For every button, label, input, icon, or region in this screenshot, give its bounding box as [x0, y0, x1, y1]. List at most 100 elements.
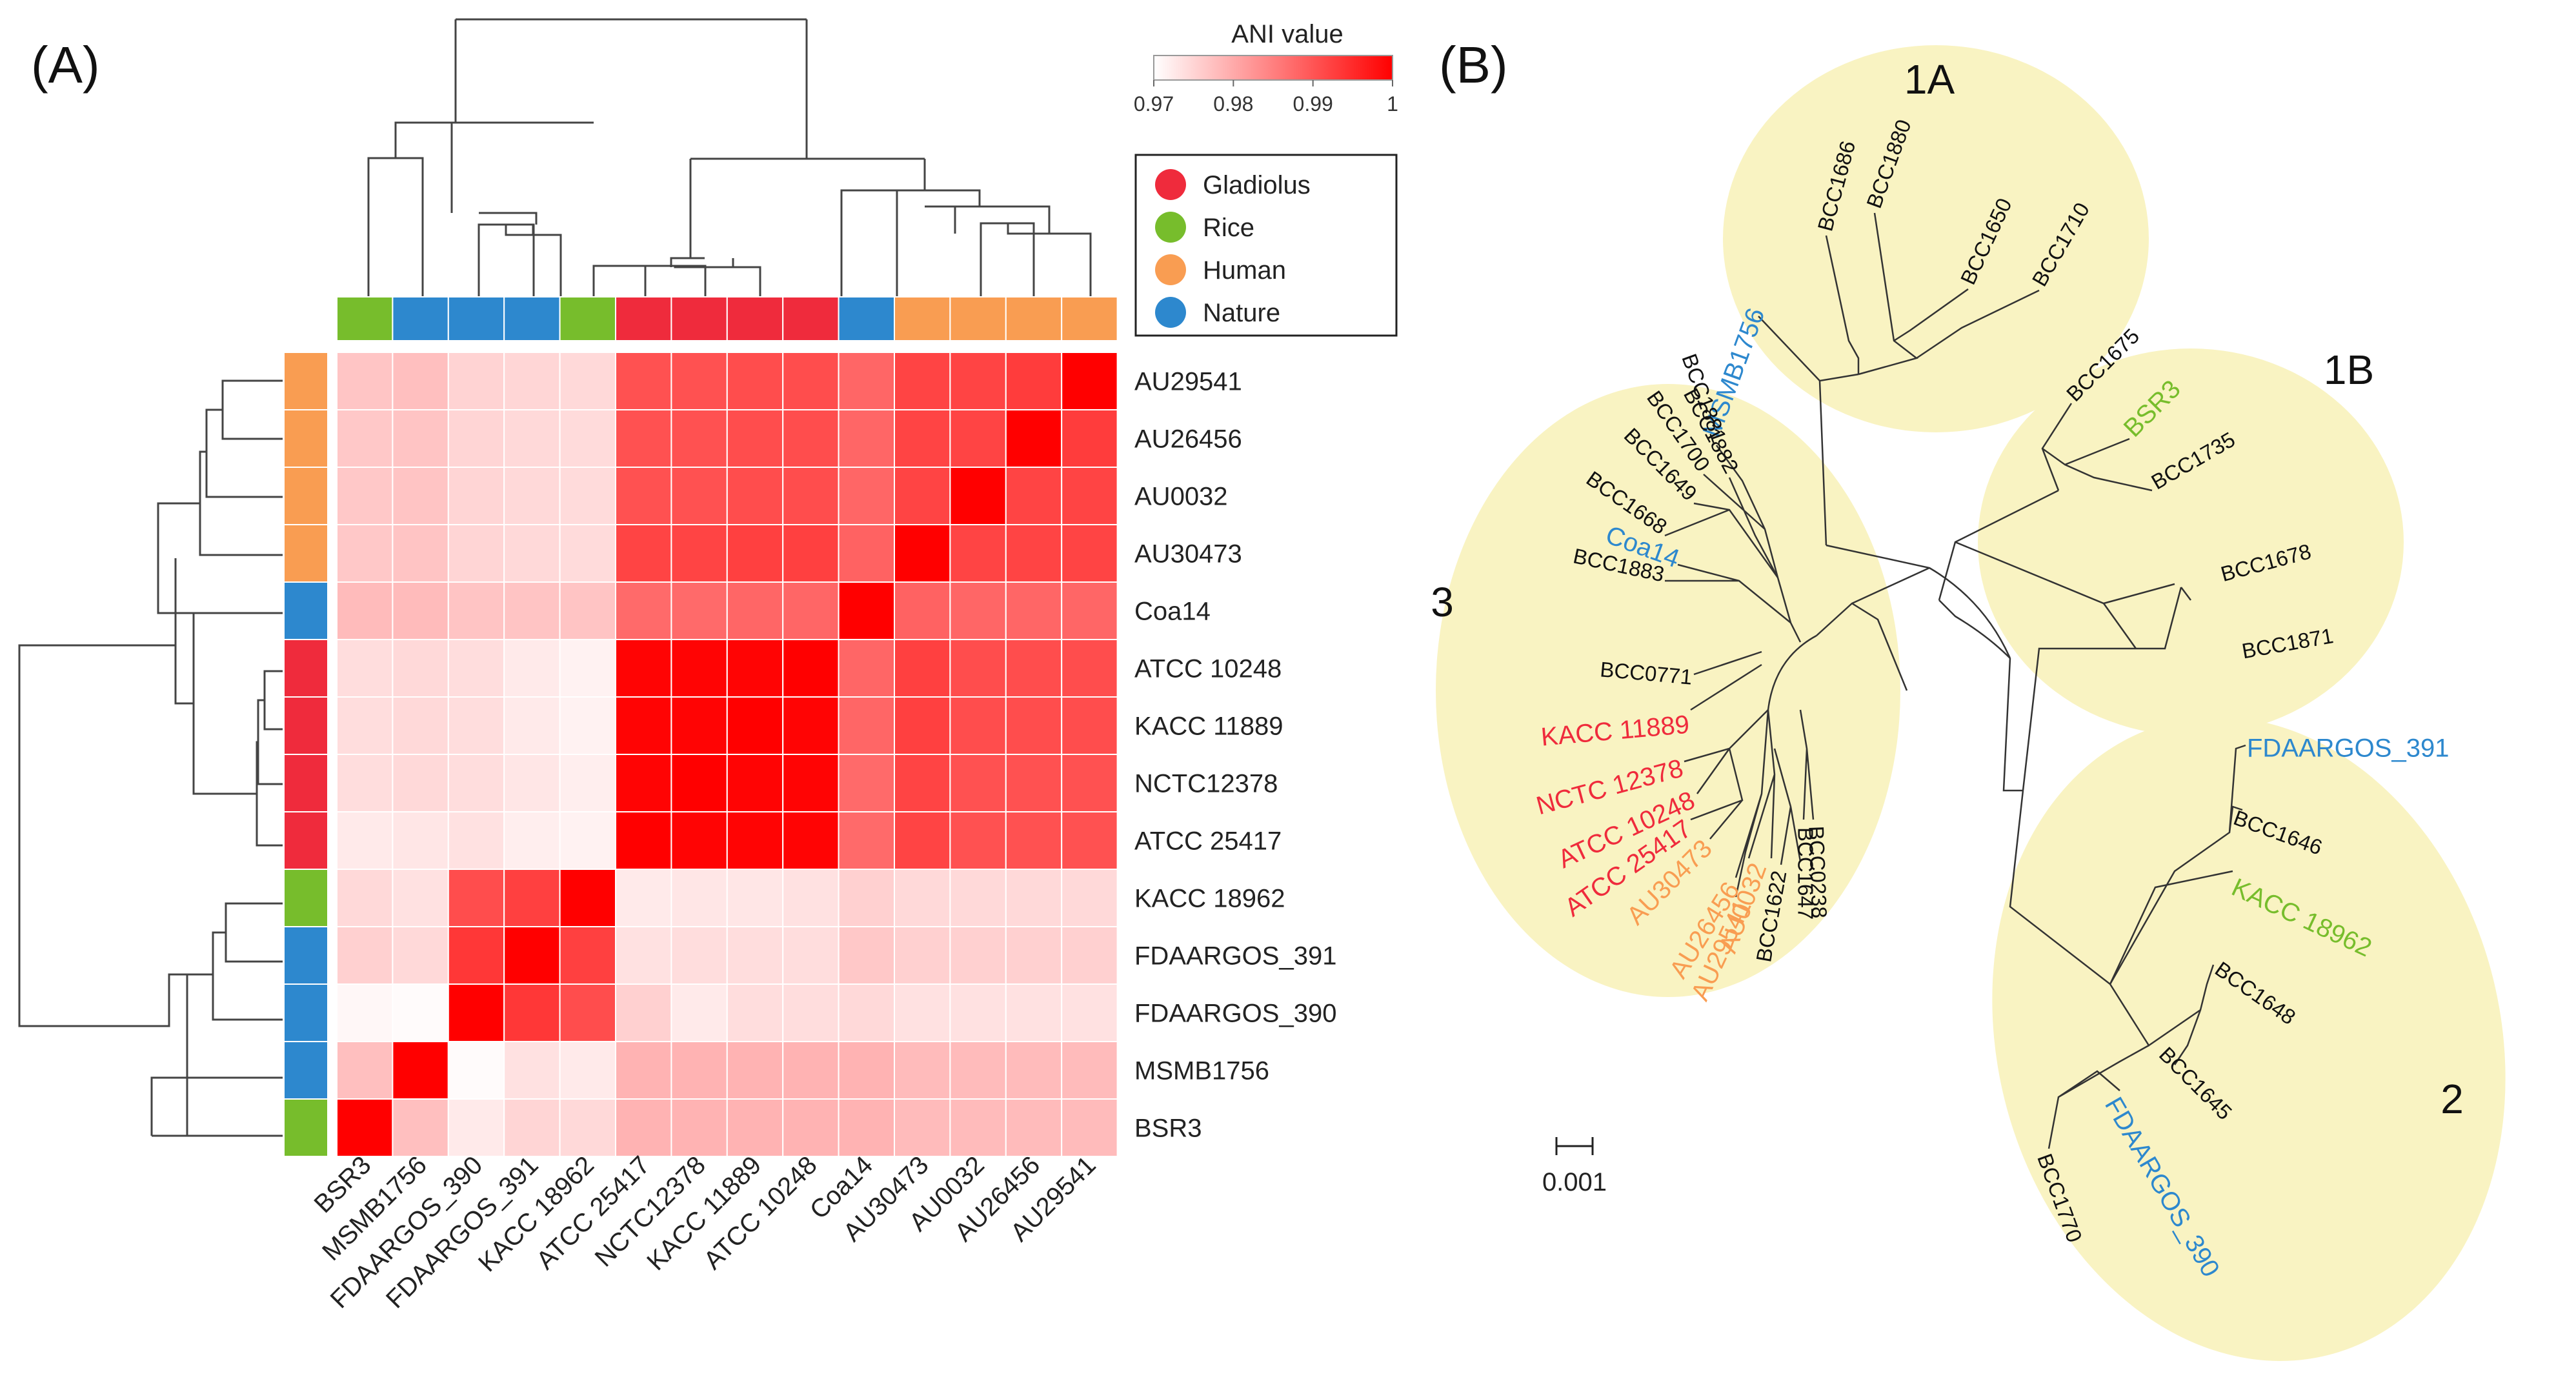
heatmap-cell-kacc-18962-nctc12378: [670, 869, 728, 927]
clade-label-1a: 1A: [1904, 56, 1955, 103]
heatmap-cell-msmb1756-au30473: [894, 1041, 951, 1100]
heatmap-cell-atcc-25417-nctc12378: [670, 811, 728, 870]
heatmap-cell-nctc12378-msmb1756: [392, 754, 449, 812]
heatmap-cell-kacc-18962-bsr3: [336, 869, 394, 927]
heatmap-cell-fdaargos-390-fdaargos-390: [447, 983, 505, 1042]
colorbar-tick-label: 0.98: [1213, 92, 1253, 116]
column-source-coa14: [838, 296, 895, 341]
panel-a: (A) ANI value 0.97 0.98 0.99 1 Gladiolus Ri…: [18, 18, 1398, 1314]
heatmap-cell-au0032-au29541: [1061, 467, 1118, 525]
row-source-coa14: [283, 581, 328, 640]
colorbar-title: ANI value: [1231, 20, 1343, 48]
heatmap-cell-fdaargos-391-au26456: [1005, 926, 1063, 985]
heatmap-cell-kacc-18962-au30473: [894, 869, 951, 927]
heatmap-cell-msmb1756-bsr3: [336, 1041, 394, 1100]
heatmap-cell-bsr3-kacc-18962: [559, 1098, 616, 1157]
heatmap-cell-au29541-atcc-10248: [782, 352, 840, 410]
heatmap-cell-kacc-18962-atcc-25417: [615, 869, 672, 927]
heatmap-cell-au29541-coa14: [838, 352, 895, 410]
row-label-atcc-10248: ATCC 10248: [1134, 655, 1282, 683]
heatmap-cell-coa14-au0032: [949, 581, 1007, 640]
heatmap-cell-msmb1756-msmb1756: [392, 1041, 449, 1100]
heatmap-cell-au30473-fdaargos-390: [447, 524, 505, 583]
heatmap-cell-bsr3-kacc-11889: [726, 1098, 784, 1157]
panel-b-label: (B): [1439, 36, 1508, 94]
heatmap-cell-au30473-msmb1756: [392, 524, 449, 583]
row-source-fdaargos-391: [283, 926, 328, 985]
heatmap-cell-bsr3-au0032: [949, 1098, 1007, 1157]
column-source-bsr3: [336, 296, 394, 341]
clade-label-1b: 1B: [2324, 347, 2374, 393]
heatmap-cell-au29541-au30473: [894, 352, 951, 410]
heatmap-cell-fdaargos-390-msmb1756: [392, 983, 449, 1042]
heatmap-cell-au29541-nctc12378: [670, 352, 728, 410]
row-label-msmb1756: MSMB1756: [1134, 1057, 1269, 1085]
heatmap-cell-au29541-atcc-25417: [615, 352, 672, 410]
row-label-kacc-11889: KACC 11889: [1134, 712, 1283, 741]
row-source-atcc-25417: [283, 811, 328, 870]
column-source-fdaargos-391: [503, 296, 561, 341]
heatmap-cell-fdaargos-391-atcc-10248: [782, 926, 840, 985]
heatmap-cell-atcc-10248-kacc-18962: [559, 639, 616, 698]
heatmap-cell-kacc-18962-au26456: [1005, 869, 1063, 927]
heatmap-cell-atcc-10248-bsr3: [336, 639, 394, 698]
heatmap-cell-nctc12378-atcc-25417: [615, 754, 672, 812]
heatmap-cell-fdaargos-390-fdaargos-391: [503, 983, 561, 1042]
heatmap-cell-au0032-kacc-11889: [726, 467, 784, 525]
tip-label-bcc1647: BCC1647: [1793, 827, 1817, 920]
heatmap-cell-kacc-18962-atcc-10248: [782, 869, 840, 927]
heatmap-cell-msmb1756-atcc-10248: [782, 1041, 840, 1100]
row-source-au26456: [283, 409, 328, 468]
clade-label-3: 3: [1431, 579, 1454, 625]
heatmap-cell-msmb1756-au26456: [1005, 1041, 1063, 1100]
heatmap-cell-au29541-fdaargos-390: [447, 352, 505, 410]
heatmap-cell-coa14-atcc-10248: [782, 581, 840, 640]
column-source-kacc-18962: [559, 296, 616, 341]
heatmap-cell-nctc12378-nctc12378: [670, 754, 728, 812]
heatmap-cell-au30473-atcc-25417: [615, 524, 672, 583]
legend-gladiolus-label: Gladiolus: [1203, 171, 1311, 199]
heatmap-cell-fdaargos-391-kacc-18962: [559, 926, 616, 985]
row-source-atcc-10248: [283, 639, 328, 698]
heatmap-cell-au30473-bsr3: [336, 524, 394, 583]
heatmap-cell-bsr3-au26456: [1005, 1098, 1063, 1157]
heatmap-cell-atcc-10248-au26456: [1005, 639, 1063, 698]
heatmap-cell-bsr3-atcc-25417: [615, 1098, 672, 1157]
scale-bar-line: [1555, 1137, 1594, 1155]
heatmap-cell-kacc-18962-au0032: [949, 869, 1007, 927]
heatmap-cell-kacc-11889-fdaargos-391: [503, 696, 561, 755]
heatmap-cell-au26456-kacc-11889: [726, 409, 784, 468]
heatmap-cell-nctc12378-au30473: [894, 754, 951, 812]
colorbar-tick-label: 1: [1387, 92, 1398, 116]
heatmap-cell-au29541-msmb1756: [392, 352, 449, 410]
heatmap-cell-coa14-coa14: [838, 581, 895, 640]
heatmap-cell-au30473-au0032: [949, 524, 1007, 583]
heatmap-cell-au0032-au26456: [1005, 467, 1063, 525]
row-label-au29541: AU29541: [1134, 368, 1242, 396]
heatmap-cell-atcc-10248-fdaargos-390: [447, 639, 505, 698]
heatmap-cell-coa14-fdaargos-391: [503, 581, 561, 640]
heatmap-cell-fdaargos-390-nctc12378: [670, 983, 728, 1042]
clade-label-2: 2: [2440, 1076, 2464, 1122]
heatmap-cell-au26456-nctc12378: [670, 409, 728, 468]
heatmap-cell-bsr3-au29541: [1061, 1098, 1118, 1157]
legend-human-label: Human: [1203, 256, 1286, 285]
row-label-coa14: Coa14: [1134, 598, 1211, 626]
heatmap-cell-atcc-10248-au0032: [949, 639, 1007, 698]
heatmap-cell-bsr3-au30473: [894, 1098, 951, 1157]
heatmap-cell-atcc-10248-au30473: [894, 639, 951, 698]
column-source-au29541: [1061, 296, 1118, 341]
heatmap-cell-nctc12378-bsr3: [336, 754, 394, 812]
row-label-au26456: AU26456: [1134, 425, 1242, 454]
heatmap-cells: [336, 352, 1118, 1157]
heatmap-cell-atcc-10248-atcc-25417: [615, 639, 672, 698]
heatmap-cell-coa14-atcc-25417: [615, 581, 672, 640]
legend-rice-swatch: [1155, 212, 1186, 243]
heatmap-cell-atcc-10248-kacc-11889: [726, 639, 784, 698]
column-source-kacc-11889: [726, 296, 784, 341]
heatmap-cell-au26456-kacc-18962: [559, 409, 616, 468]
row-source-au30473: [283, 524, 328, 583]
heatmap-cell-bsr3-fdaargos-390: [447, 1098, 505, 1157]
row-label-nctc12378: NCTC12378: [1134, 770, 1278, 798]
